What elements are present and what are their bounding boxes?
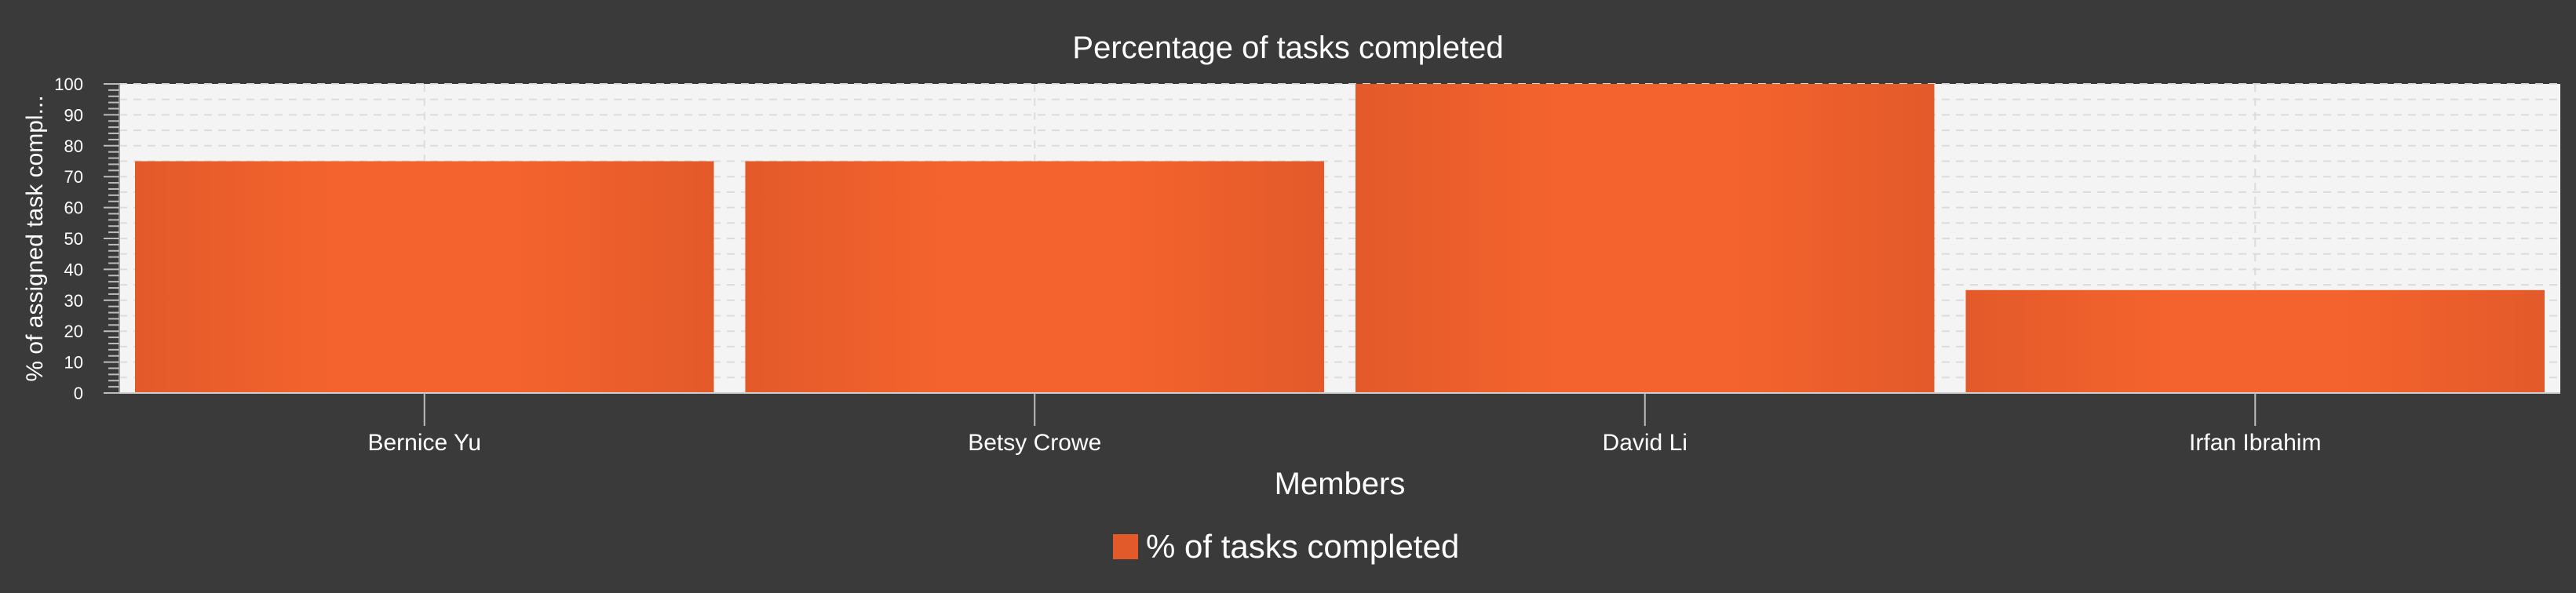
y-tick-label: 80: [64, 136, 83, 156]
y-tick-label: 70: [64, 167, 83, 187]
bar: [1356, 84, 1935, 393]
x-axis-title: Members: [1275, 467, 1406, 501]
legend-label: % of tasks completed: [1146, 528, 1459, 565]
y-tick-label: 10: [64, 353, 83, 373]
bar: [745, 161, 1324, 393]
y-tick-label: 90: [64, 105, 83, 125]
bar: [135, 161, 714, 393]
y-tick-label: 20: [64, 322, 83, 341]
y-tick-label: 50: [64, 229, 83, 249]
x-axis: Bernice Yu Betsy Crowe David Li Irfan Ibrah…: [119, 392, 2560, 456]
chart-title: Percentage of tasks completed: [1072, 31, 1503, 65]
x-tick-label: Bernice Yu: [367, 430, 481, 456]
legend-swatch: [1113, 534, 1138, 559]
y-tick-label: 60: [64, 198, 83, 218]
y-axis: 0 10 20 30 40 50 60 70 80 90 100: [54, 75, 119, 403]
bars: [135, 84, 2545, 393]
x-tick-label: Irfan Ibrahim: [2189, 430, 2321, 456]
y-tick-label: 100: [54, 75, 83, 94]
y-tick-label: 40: [64, 260, 83, 279]
y-axis-title: % of assigned task compl...: [22, 95, 48, 381]
y-tick-label: 0: [74, 384, 83, 403]
x-tick-label: Betsy Crowe: [968, 430, 1101, 456]
bar: [1965, 289, 2545, 393]
legend: % of tasks completed: [1113, 528, 1459, 565]
x-tick-label: David Li: [1603, 430, 1688, 456]
y-tick-label: 30: [64, 291, 83, 311]
